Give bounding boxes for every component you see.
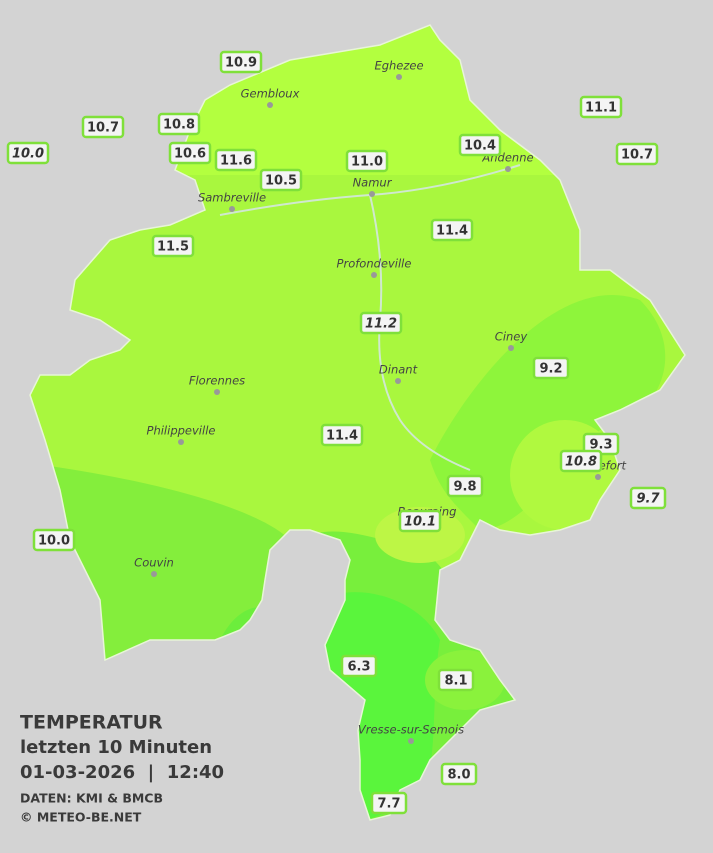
city-label: Florennes xyxy=(189,374,245,388)
legend-credit: © METEO-BE.NET xyxy=(20,810,142,825)
legend-source: DATEN: KMI & BMCB xyxy=(20,791,163,806)
station-value: 10.5 xyxy=(265,174,297,189)
city-label: Profondeville xyxy=(337,257,412,271)
station-box xyxy=(32,528,76,552)
station-box xyxy=(6,141,50,165)
station-value: 11.1 xyxy=(585,101,617,116)
station-box xyxy=(340,654,378,678)
station-value: 8.0 xyxy=(447,768,470,783)
station-box xyxy=(151,234,195,258)
station-value: 10.0 xyxy=(12,147,44,162)
station-value: 11.4 xyxy=(436,224,468,239)
city-label: Philippeville xyxy=(147,424,216,438)
station-value: 10.4 xyxy=(464,139,496,154)
station-box xyxy=(359,311,403,335)
station-box xyxy=(370,791,408,815)
station-box xyxy=(219,50,263,74)
station-box xyxy=(81,115,125,139)
station-value: 11.0 xyxy=(351,155,383,170)
station-value: 10.7 xyxy=(87,121,119,136)
station-value: 10.1 xyxy=(404,515,436,530)
legend-title: TEMPERATUR xyxy=(20,712,163,734)
city-dot xyxy=(508,345,514,351)
city-dot xyxy=(267,102,273,108)
station-value: 11.6 xyxy=(220,154,252,169)
station-value: 8.1 xyxy=(444,674,467,689)
city-dot xyxy=(151,571,157,577)
legend-datetime: 01-03-2026 | 12:40 xyxy=(20,762,224,783)
station-value: 11.2 xyxy=(365,317,397,332)
station-value: 9.3 xyxy=(589,438,612,453)
city-dot xyxy=(396,74,402,80)
station-box xyxy=(440,762,478,786)
city-dot xyxy=(229,206,235,212)
stations: 10.9 10.7 10.8 10.0 10.6 11.6 10.5 11.0 10.4 11.1… xyxy=(6,50,667,815)
city-dot xyxy=(369,191,375,197)
city-label: Vresse-sur-Semois xyxy=(358,723,464,737)
station-value: 10.0 xyxy=(38,534,70,549)
station-value: 6.3 xyxy=(347,660,370,675)
station-value: 7.7 xyxy=(377,797,400,812)
station-box xyxy=(214,148,258,172)
station-box xyxy=(559,449,603,473)
station-box xyxy=(458,133,502,157)
legend-subtitle: letzten 10 Minuten xyxy=(20,737,212,758)
station-value: 10.6 xyxy=(174,147,206,162)
station-box xyxy=(345,149,389,173)
station-box xyxy=(629,486,667,510)
station-box xyxy=(615,142,659,166)
city-label: Couvin xyxy=(134,556,174,570)
city-dot xyxy=(505,166,511,172)
station-value: 10.7 xyxy=(621,148,653,163)
station-box xyxy=(259,168,303,192)
station-value: 11.4 xyxy=(326,429,358,444)
city-dot xyxy=(595,474,601,480)
station-box xyxy=(168,141,212,165)
station-value: 11.5 xyxy=(157,240,189,255)
station-value: 10.8 xyxy=(163,118,195,133)
station-value: 9.8 xyxy=(453,480,476,495)
city-label: Ciney xyxy=(495,330,528,344)
station-value: 9.7 xyxy=(636,492,660,507)
station-box xyxy=(532,356,570,380)
station-box xyxy=(157,112,201,136)
city-label: Gembloux xyxy=(241,87,300,101)
city-dot xyxy=(371,272,377,278)
station-box xyxy=(579,95,623,119)
city-label: Eghezee xyxy=(374,59,423,73)
city-dot xyxy=(408,738,414,744)
city-dot xyxy=(395,378,401,384)
station-value: 10.8 xyxy=(565,455,597,470)
city-label: Namur xyxy=(353,176,393,190)
station-value: 10.9 xyxy=(225,56,257,71)
city-label: Dinant xyxy=(379,363,418,377)
city-dot xyxy=(214,389,220,395)
station-box xyxy=(320,423,364,447)
station-box xyxy=(398,509,442,533)
station-box xyxy=(430,218,474,242)
city-dot xyxy=(178,439,184,445)
station-box xyxy=(446,474,484,498)
station-value: 9.2 xyxy=(539,362,562,377)
station-box xyxy=(437,668,475,692)
city-label: Sambreville xyxy=(198,191,266,205)
